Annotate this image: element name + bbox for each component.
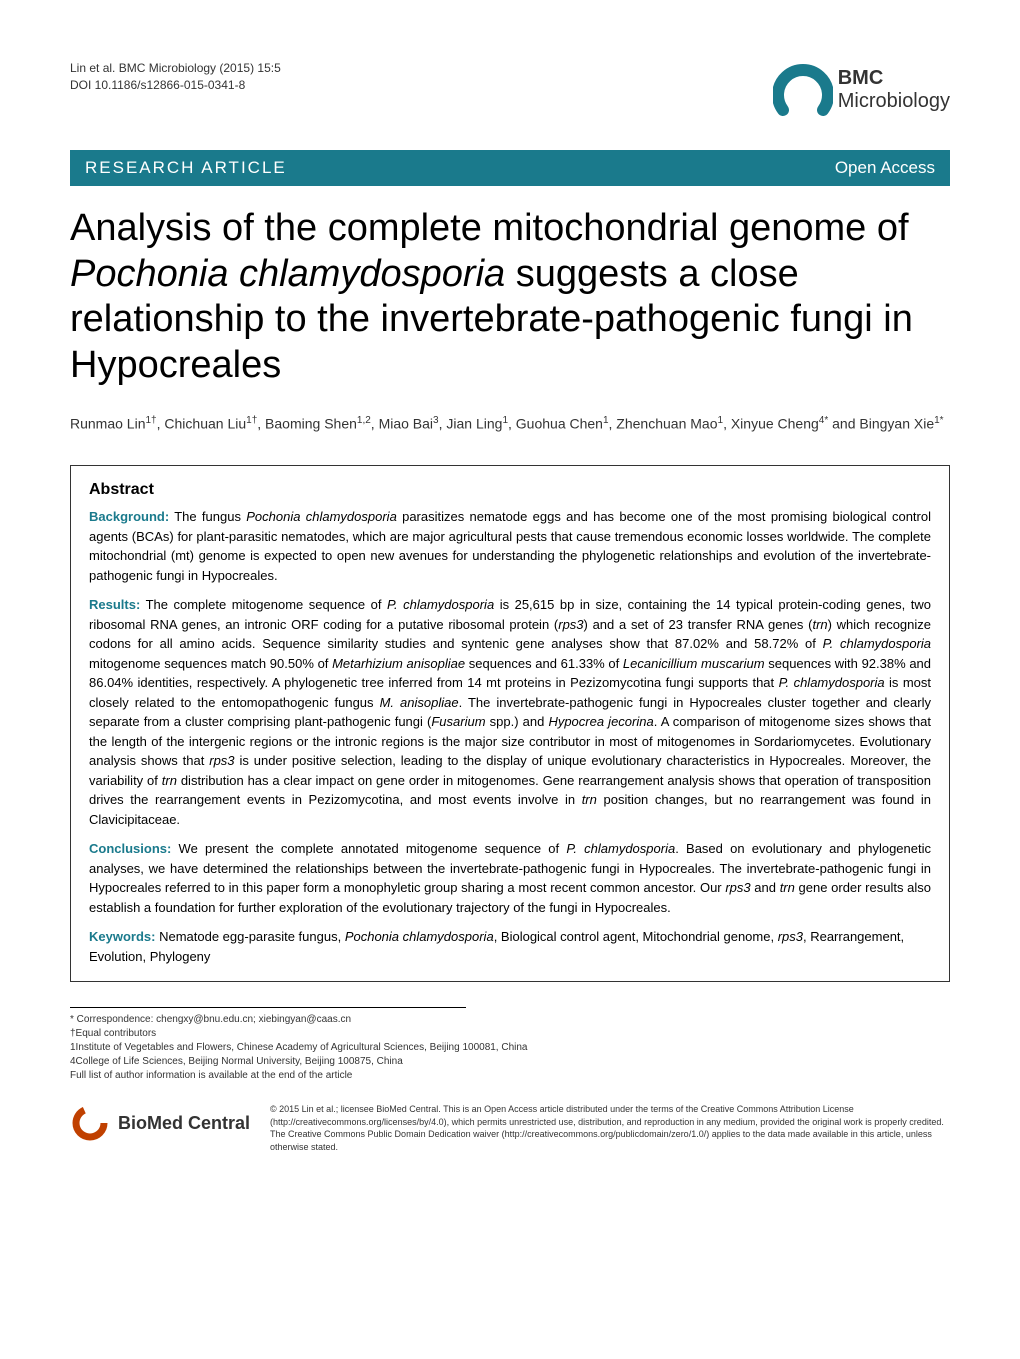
author: , Xinyue Cheng [723,416,819,432]
text: spp.) and [486,714,549,729]
article-type: RESEARCH ARTICLE [85,158,287,178]
affiliation: 1Institute of Vegetables and Flowers, Ch… [70,1041,950,1055]
gene: trn [812,617,827,632]
affiliation: 4College of Life Sciences, Beijing Norma… [70,1055,950,1069]
author: , Zhenchuan Mao [609,416,718,432]
abstract-results: Results: The complete mitogenome sequenc… [89,595,931,829]
correspondence-block: * Correspondence: chengxy@bnu.edu.cn; xi… [70,1013,950,1083]
author-affil: 1,2 [357,415,371,426]
section-label: Background: [89,509,169,524]
text: We present the complete annotated mitoge… [171,841,566,856]
species: Hypocrea jecorina [548,714,653,729]
gene: rps3 [558,617,583,632]
author-affil: 1† [246,415,257,426]
abstract-conclusions: Conclusions: We present the complete ann… [89,839,931,917]
section-label: Results: [89,597,140,612]
biomed-logo: BioMed Central [70,1103,250,1143]
footer-area: * Correspondence: chengxy@bnu.edu.cn; xi… [70,1007,950,1153]
abstract-heading: Abstract [89,481,931,499]
gene: trn [780,880,795,895]
gene: rps3 [778,929,803,944]
text: and [751,880,780,895]
gene: trn [162,773,177,788]
biomed-logo-icon [70,1103,110,1143]
species: Pochonia chlamydosporia [246,509,397,524]
gene: rps3 [209,753,234,768]
author-affil: 4* [819,415,828,426]
author-info-note: Full list of author information is avail… [70,1069,950,1083]
section-label: Keywords: [89,929,155,944]
author: , Miao Bai [371,416,433,432]
keywords: Keywords: Nematode egg-parasite fungus, … [89,927,931,966]
page-header: Lin et al. BMC Microbiology (2015) 15:5 … [70,60,950,120]
text: Nematode egg-parasite fungus, [155,929,344,944]
species: Metarhizium anisopliae [332,656,465,671]
text: ) and a set of 23 transfer RNA genes ( [584,617,813,632]
section-label: Conclusions: [89,841,171,856]
title-pre: Analysis of the complete mitochondrial g… [70,207,909,249]
author: , Chichuan Liu [157,416,247,432]
title-species: Pochonia chlamydosporia [70,253,505,295]
correspondence: * Correspondence: chengxy@bnu.edu.cn; xi… [70,1013,950,1027]
license-text: © 2015 Lin et al.; licensee BioMed Centr… [270,1103,950,1153]
biomed-footer: BioMed Central © 2015 Lin et al.; licens… [70,1103,950,1153]
article-title: Analysis of the complete mitochondrial g… [70,206,950,388]
journal-brand: BMC [838,67,884,89]
open-access-label: Open Access [835,158,935,178]
article-type-bar: RESEARCH ARTICLE Open Access [70,150,950,186]
text: The fungus [169,509,246,524]
doi: DOI 10.1186/s12866-015-0341-8 [70,77,281,94]
journal-logo: BMC Microbiology [773,60,950,120]
citation-block: Lin et al. BMC Microbiology (2015) 15:5 … [70,60,281,94]
author: Runmao Lin [70,416,146,432]
species: P. chlamydosporia [823,636,931,651]
species: M. anisopliae [380,695,459,710]
author-list: Runmao Lin1†, Chichuan Liu1†, Baoming Sh… [70,413,950,435]
text: , Biological control agent, Mitochondria… [494,929,778,944]
author: , Guohua Chen [508,416,603,432]
author: , Baoming Shen [257,416,357,432]
author-affil: 1* [934,415,943,426]
bmc-logo-icon [773,60,833,120]
species: Lecanicillium muscarium [623,656,765,671]
author: and Bingyan Xie [828,416,934,432]
species: P. chlamydosporia [566,841,675,856]
author: , Jian Ling [439,416,503,432]
gene: rps3 [725,880,750,895]
journal-name: Microbiology [838,90,950,112]
text: The complete mitogenome sequence of [140,597,387,612]
equal-contrib: †Equal contributors [70,1027,950,1041]
author-affil: 1† [146,415,157,426]
abstract-box: Abstract Background: The fungus Pochonia… [70,465,950,982]
species: Fusarium [431,714,485,729]
species: Pochonia chlamydosporia [345,929,494,944]
species: P. chlamydosporia [387,597,494,612]
abstract-background: Background: The fungus Pochonia chlamydo… [89,507,931,585]
text: sequences and 61.33% of [465,656,623,671]
citation: Lin et al. BMC Microbiology (2015) 15:5 [70,60,281,77]
gene: trn [582,792,597,807]
divider [70,1007,466,1008]
biomed-logo-text: BioMed Central [118,1113,250,1134]
species: P. chlamydosporia [779,675,885,690]
text: mitogenome sequences match 90.50% of [89,656,332,671]
